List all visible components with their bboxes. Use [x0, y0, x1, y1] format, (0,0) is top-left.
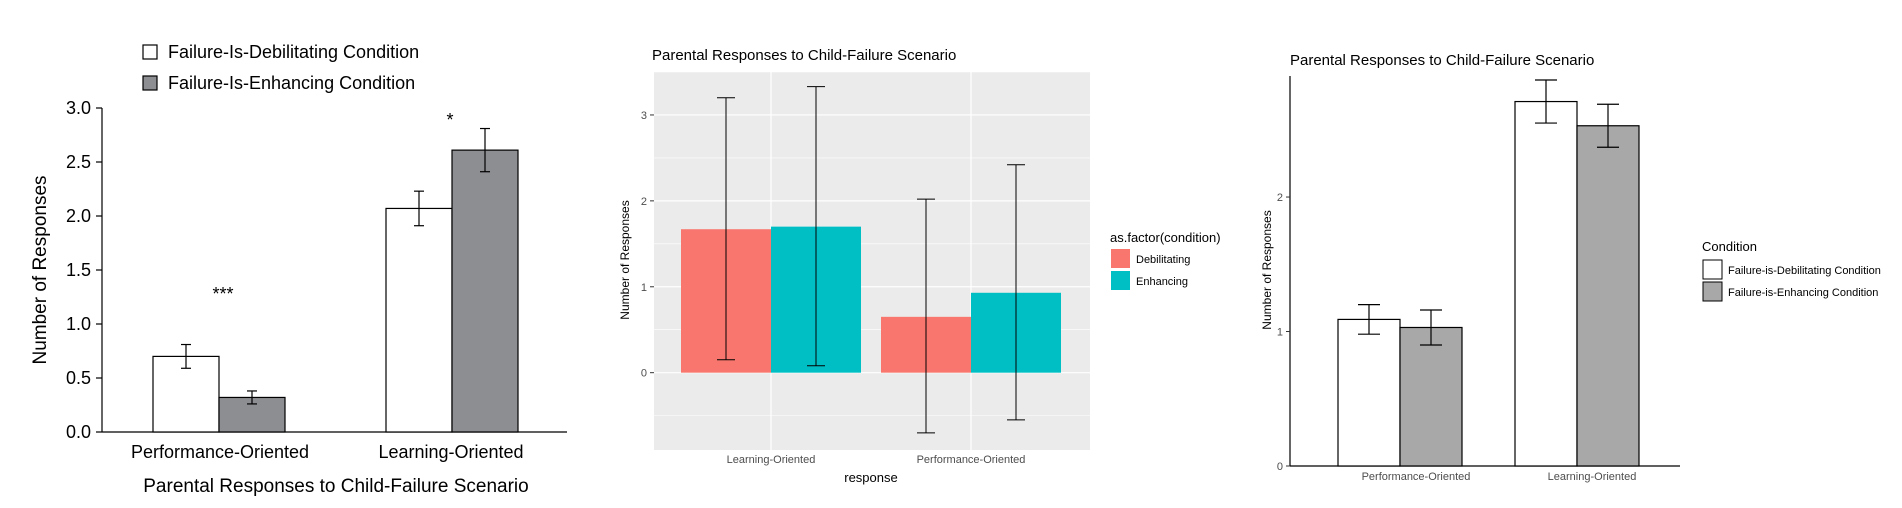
- bar-1-s0-c1: [385, 207, 453, 433]
- error-bar-3-s0-c1: [1535, 79, 1557, 124]
- y-tick-label-1-3: 1.5: [66, 260, 91, 280]
- error-bars-2: [717, 86, 1025, 434]
- legend-label-enhancing: Failure-Is-Enhancing Condition: [168, 73, 415, 93]
- error-bar-2-s0-c1: [917, 198, 935, 434]
- x-tick-label-3-learn: Learning-Oriented: [1548, 471, 1637, 483]
- bar-1-s0-c0: [152, 355, 220, 433]
- legend-3: Condition Failure-is-Debilitating Condit…: [1702, 239, 1881, 302]
- x-tick-label-1-learn: Learning-Oriented: [378, 442, 523, 462]
- y-tick-label-2-2: 2: [641, 196, 647, 208]
- y-axis-title-3: Number of Responses: [1260, 210, 1274, 329]
- chart-panel-1: Failure-Is-Debilitating Condition Failur…: [30, 42, 567, 497]
- y-tick-label-1-2: 1.0: [66, 314, 91, 334]
- bar-3-s1-c1: [1576, 125, 1640, 467]
- legend-label-3-enhancing: Failure-is-Enhancing Condition: [1728, 287, 1878, 299]
- error-bar-1-s1-c1: [480, 127, 490, 173]
- y-ticks-3: 0 1 2: [1277, 192, 1290, 473]
- legend-2: as.factor(condition) Debilitating Enhanc…: [1110, 230, 1221, 290]
- bars-1: [152, 149, 519, 433]
- legend-1: Failure-Is-Debilitating Condition Failur…: [142, 42, 419, 93]
- bars-3: [1337, 100, 1640, 467]
- y-tick-label-1-4: 2.0: [66, 206, 91, 226]
- chart-title-3: Parental Responses to Child-Failure Scen…: [1290, 52, 1594, 69]
- y-axis-title-1: Number of Responses: [30, 175, 51, 364]
- legend-label-3-debilitating: Failure-is-Debilitating Condition: [1728, 265, 1881, 277]
- chart-title-2: Parental Responses to Child-Failure Scen…: [652, 47, 956, 64]
- legend-label-debilitating: Failure-Is-Debilitating Condition: [168, 42, 419, 62]
- legend-swatch-enhancing: [142, 75, 158, 91]
- x-tick-label-3-perf: Performance-Oriented: [1362, 471, 1471, 483]
- y-tick-label-2-0: 0: [641, 368, 647, 380]
- legend-swatch-debilitating: [142, 44, 158, 60]
- y-tick-label-3-1: 1: [1277, 327, 1283, 339]
- x-axis-title-1: Parental Responses to Child-Failure Scen…: [143, 476, 528, 497]
- y-ticks-2: 0 1 2 3: [641, 110, 654, 380]
- error-bar-1-s1-c0: [247, 390, 257, 405]
- significance-learn: *: [446, 110, 453, 130]
- significance-perf: ***: [212, 284, 233, 304]
- error-bar-2-s0-c0: [717, 97, 735, 361]
- y-tick-label-3-2: 2: [1277, 192, 1283, 204]
- y-ticks-1: 0.0 0.5 1.0 1.5 2.0 2.5 3.0: [66, 98, 102, 442]
- error-bars-1: [181, 127, 490, 405]
- x-tick-label-2-perf: Performance-Oriented: [917, 454, 1026, 466]
- error-bar-2-s1-c1: [1007, 164, 1025, 421]
- x-tick-label-2-learn: Learning-Oriented: [727, 454, 816, 466]
- legend-swatch-3-enhancing: [1702, 281, 1723, 302]
- error-bar-1-s0-c1: [414, 190, 424, 227]
- y-tick-label-2-1: 1: [641, 282, 647, 294]
- bar-3-s0-c1: [1514, 100, 1578, 467]
- bar-3-s1-c0: [1399, 326, 1463, 467]
- x-tick-label-1-perf: Performance-Oriented: [131, 442, 309, 462]
- legend-swatch-2-debilitating: [1111, 249, 1130, 268]
- y-tick-label-1-1: 0.5: [66, 368, 91, 388]
- legend-swatch-2-enhancing: [1111, 271, 1130, 290]
- bar-3-s0-c0: [1337, 318, 1401, 467]
- chart-panel-3: Parental Responses to Child-Failure Scen…: [1260, 52, 1881, 483]
- error-bar-3-s1-c1: [1597, 103, 1619, 148]
- legend-label-2-enhancing: Enhancing: [1136, 276, 1188, 288]
- y-tick-label-2-3: 3: [641, 110, 647, 122]
- x-axis-title-2: response: [844, 470, 897, 485]
- y-tick-label-1-0: 0.0: [66, 422, 91, 442]
- error-bars-3: [1358, 79, 1619, 346]
- y-tick-label-1-5: 2.5: [66, 152, 91, 172]
- bar-1-s1-c1: [451, 149, 519, 433]
- error-bar-1-s0-c0: [181, 343, 191, 369]
- error-bar-2-s1-c0: [807, 86, 825, 367]
- y-tick-label-1-6: 3.0: [66, 98, 91, 118]
- legend-swatch-3-debilitating: [1702, 259, 1723, 280]
- legend-title-3: Condition: [1702, 239, 1757, 254]
- error-bar-3-s1-c0: [1420, 309, 1442, 346]
- error-bar-3-s0-c0: [1358, 304, 1380, 335]
- y-tick-label-3-0: 0: [1277, 461, 1283, 473]
- y-axis-title-2: Number of Responses: [618, 200, 632, 319]
- legend-label-2-debilitating: Debilitating: [1136, 254, 1190, 266]
- chart-panel-2: Parental Responses to Child-Failure Scen…: [618, 47, 1221, 485]
- legend-title-2: as.factor(condition): [1110, 230, 1221, 245]
